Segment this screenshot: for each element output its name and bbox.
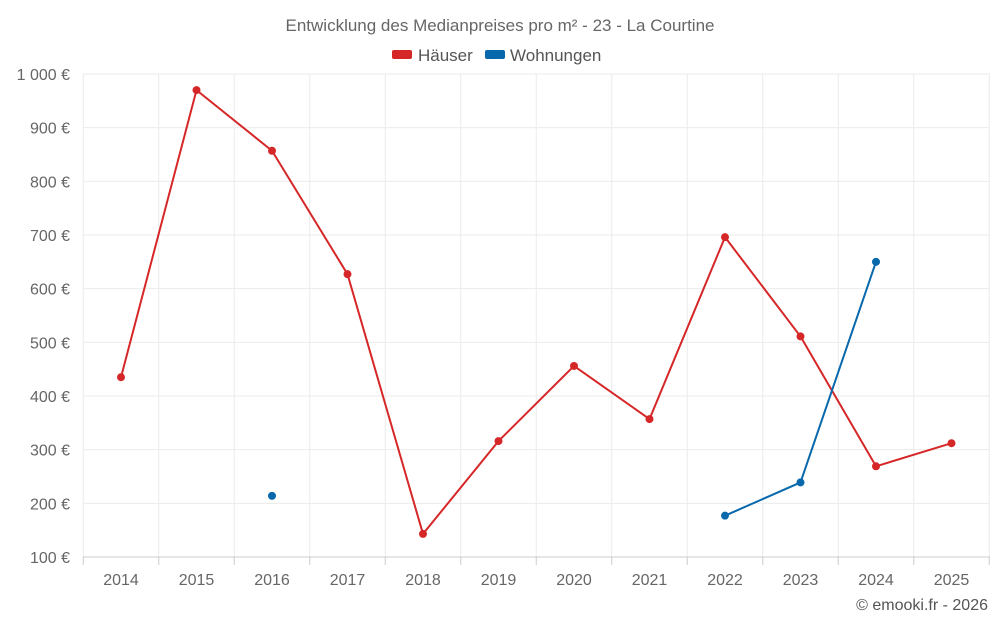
data-point: [268, 146, 276, 155]
legend-label: Wohnungen: [510, 46, 601, 65]
legend-swatch: [485, 50, 505, 59]
x-tick-label: 2022: [707, 572, 743, 589]
legend: Häuser Wohnungen: [392, 46, 601, 65]
series-line: [120, 89, 952, 535]
x-tick-label: 2020: [556, 572, 592, 589]
data-point: [721, 233, 729, 242]
data-point: [721, 511, 729, 520]
data-point: [645, 415, 654, 424]
legend-label: Häuser: [418, 46, 473, 65]
x-tick-label: 2025: [934, 572, 970, 589]
y-tick-label: 700 €: [30, 228, 70, 245]
x-tick-label: 2019: [481, 572, 517, 589]
x-tick-label: 2018: [405, 572, 441, 589]
data-point: [494, 437, 503, 446]
data-point: [872, 257, 880, 266]
series: [117, 86, 956, 538]
data-point: [192, 86, 201, 95]
x-tick-label: 2014: [103, 572, 139, 589]
data-point: [268, 491, 276, 500]
y-axis: 100 € 200 € 300 € 400 € 500 € 600 € 700 € 800 €…: [17, 67, 990, 567]
data-point: [796, 332, 805, 341]
y-tick-label: 900 €: [30, 121, 70, 138]
y-tick-label: 300 €: [30, 443, 70, 460]
y-tick-label: 500 €: [30, 335, 70, 352]
data-point: [343, 270, 352, 279]
y-tick-label: 1 000 €: [17, 67, 70, 84]
chart-title: Entwicklung des Medianpreises pro m² - 2…: [286, 16, 715, 35]
x-tick-label: 2024: [858, 572, 894, 589]
x-tick-label: 2023: [783, 572, 819, 589]
data-point: [117, 373, 125, 382]
x-axis: 2014 2015 2016 2017 2018 2019 2020 2021 2022 2023…: [82, 557, 990, 589]
x-tick-label: 2017: [330, 572, 366, 589]
y-tick-label: 100 €: [30, 550, 70, 567]
x-tick-label: 2015: [179, 572, 215, 589]
data-point: [872, 462, 880, 471]
legend-swatch: [392, 50, 412, 59]
y-tick-label: 600 €: [30, 282, 70, 299]
data-point: [419, 529, 427, 538]
data-point: [570, 361, 578, 370]
grid: [82, 73, 990, 557]
x-tick-label: 2016: [254, 572, 290, 589]
data-point: [947, 439, 956, 448]
credit-text: © emooki.fr - 2026: [856, 597, 988, 614]
y-tick-label: 800 €: [30, 174, 70, 191]
x-tick-label: 2021: [632, 572, 668, 589]
series-line: [724, 261, 877, 517]
data-point: [796, 478, 805, 487]
series-2: [268, 257, 880, 520]
series-1: [117, 86, 956, 538]
y-tick-label: 200 €: [30, 496, 70, 513]
y-tick-label: 400 €: [30, 389, 70, 406]
